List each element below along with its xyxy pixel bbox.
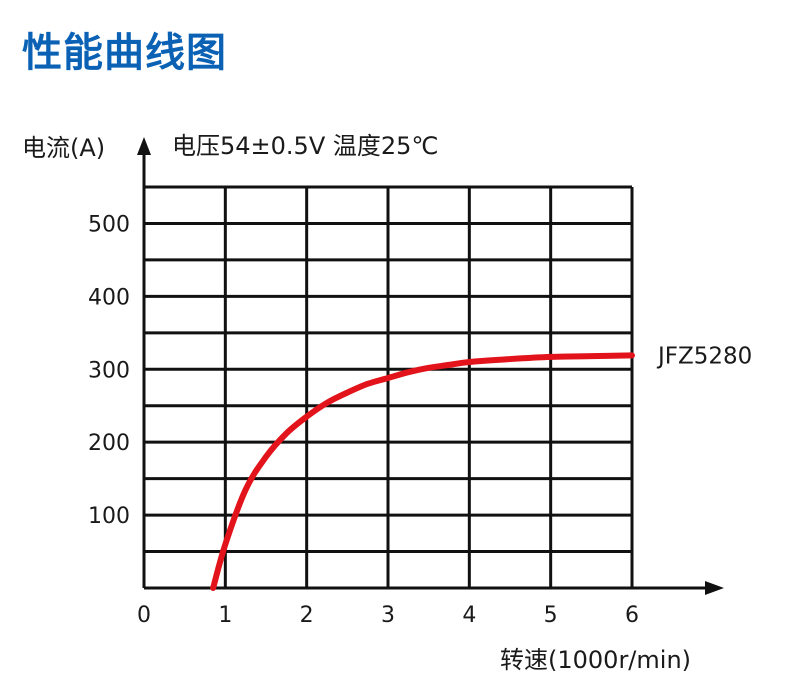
- y-tick-label: 200: [88, 431, 130, 456]
- y-tick-label: 100: [88, 504, 130, 529]
- x-tick-label: 6: [625, 603, 639, 628]
- x-tick-label: 2: [300, 603, 314, 628]
- chart-series: JFZ5280: [210, 343, 752, 591]
- series-line-jfz5280: [210, 352, 635, 591]
- x-tick-label: 5: [544, 603, 558, 628]
- x-tick-label: 4: [462, 603, 476, 628]
- x-tick-label: 1: [218, 603, 232, 628]
- series-label: JFZ5280: [656, 343, 752, 369]
- chart-grid: [144, 185, 634, 588]
- page-title: 性能曲线图: [22, 30, 227, 76]
- y-tick-label: 400: [88, 285, 130, 310]
- y-tick-label: 300: [88, 358, 130, 383]
- y-tick-label: 500: [88, 212, 130, 237]
- chart-ticks: 0 1 2 3 4 5 6 100 200 300 400 500: [88, 212, 639, 628]
- y-axis-arrow: [137, 137, 151, 155]
- chart-axes: [137, 137, 724, 595]
- x-tick-label: 3: [381, 603, 395, 628]
- x-axis-arrow: [705, 581, 724, 595]
- x-tick-label: 0: [137, 603, 151, 628]
- y-axis-label: 电流(A): [22, 134, 105, 162]
- chart-conditions: 电压54±0.5V 温度25℃: [172, 132, 438, 160]
- x-axis-label: 转速(1000r/min): [500, 646, 691, 674]
